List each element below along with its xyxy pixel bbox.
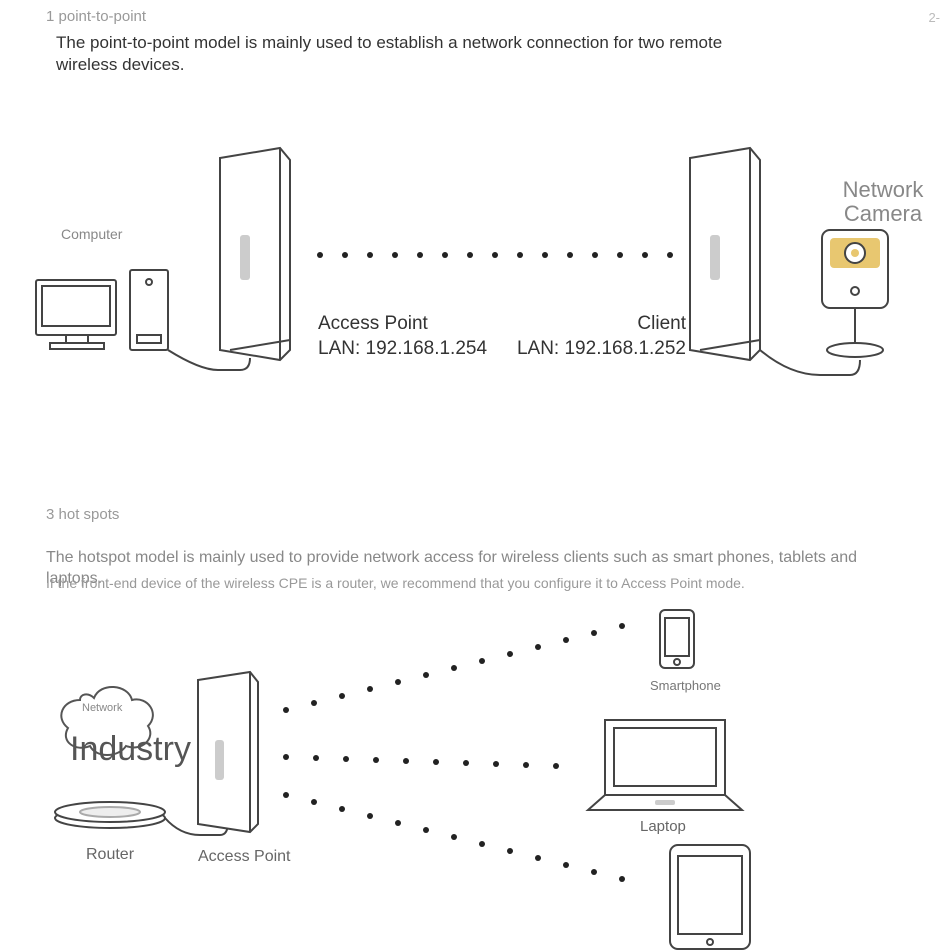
page-marker: 2- — [928, 10, 940, 25]
section2-title: 3 hot spots — [46, 506, 119, 523]
client-label: Client LAN: 192.168.1.252 — [516, 312, 686, 361]
section1-description: The point-to-point model is mainly used … — [56, 32, 756, 76]
diagram-hotspot — [0, 600, 950, 950]
smartphone-icon — [660, 610, 694, 668]
ap-lan: LAN: 192.168.1.254 — [318, 338, 487, 359]
network-camera-icon — [822, 230, 888, 357]
industry-overlay: Industry — [70, 732, 180, 768]
laptop-icon — [588, 720, 742, 810]
laptop-label: Laptop — [640, 818, 686, 835]
access-point-device-icon — [220, 148, 290, 360]
camera-label: Network Camera — [816, 178, 950, 226]
client-device-icon — [690, 148, 760, 360]
hotspot-ap-label: Access Point — [198, 848, 290, 866]
ap-name: Access Point — [318, 313, 428, 334]
section1-title: 1 point-to-point — [46, 8, 146, 25]
client-name: Client — [637, 313, 686, 334]
wireless-link-dots — [317, 252, 673, 258]
router-icon — [55, 802, 165, 828]
router-label: Router — [86, 846, 134, 864]
tablet-icon — [670, 845, 750, 949]
computer-icon — [36, 270, 168, 350]
cloud-label: Network — [82, 702, 122, 714]
access-point-label: Access Point LAN: 192.168.1.254 — [318, 312, 487, 361]
hotspot-ap-icon — [198, 672, 258, 832]
hotspot-dots — [283, 623, 625, 882]
client-lan: LAN: 192.168.1.252 — [517, 338, 686, 359]
smartphone-label: Smartphone — [650, 678, 721, 693]
section2-sub-description: If the front-end device of the wireless … — [46, 575, 906, 591]
